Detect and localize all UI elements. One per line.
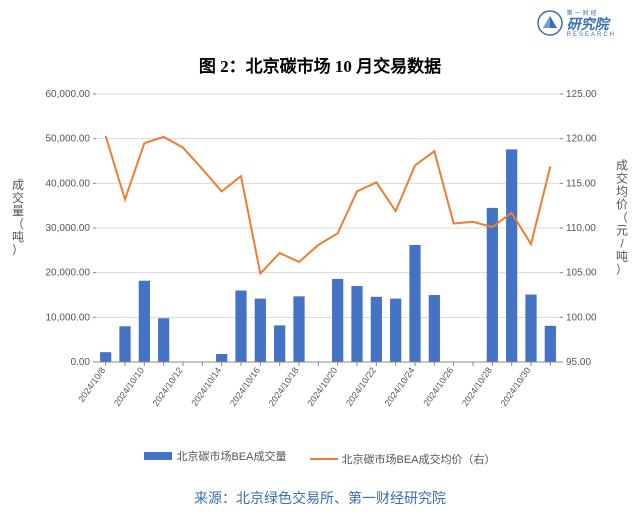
y-left-label: （ [12, 217, 24, 231]
legend-bar: 北京碳市场BEA成交量 [144, 448, 286, 464]
logo-sub-text: RESEARCH [567, 32, 616, 38]
y-right-tick: 110.00 [566, 223, 596, 234]
y-right-label: 均 [616, 185, 628, 199]
y-right-tick: 95.00 [566, 357, 591, 368]
y-right-tick: 125.00 [566, 89, 597, 100]
x-tick: 2024/10/12 [151, 365, 185, 408]
legend: 北京碳市场BEA成交量 北京碳市场BEA成交均价（右） [0, 448, 640, 467]
x-tick: 2024/10/8 [76, 365, 107, 404]
legend-bar-swatch [144, 452, 172, 460]
y-left-tick: 0.00 [71, 357, 91, 368]
bar [429, 295, 440, 362]
bar [235, 291, 246, 362]
y-right-tick: 120.00 [566, 134, 597, 145]
brand-logo: 第一财经 研究院 RESEARCH [537, 8, 616, 38]
bar [409, 245, 420, 362]
y-left-label: 吨 [12, 230, 24, 244]
x-tick: 2024/10/14 [189, 365, 223, 408]
y-right-tick: 105.00 [566, 268, 597, 279]
legend-line-swatch [310, 458, 338, 460]
x-tick: 2024/10/26 [421, 365, 455, 408]
bar [119, 326, 130, 362]
bar [506, 149, 517, 362]
price-line [106, 136, 551, 274]
x-tick: 2024/10/24 [383, 365, 417, 408]
bar [216, 354, 227, 362]
bar [274, 325, 285, 362]
bar [487, 208, 498, 362]
y-right-label: / [620, 237, 624, 251]
y-left-tick: 30,000.00 [46, 223, 91, 234]
x-tick: 2024/10/10 [112, 365, 146, 408]
bar [139, 281, 150, 362]
y-left-label: 交 [12, 190, 24, 205]
x-tick: 2024/10/20 [305, 365, 339, 408]
bar [351, 286, 362, 362]
y-left-label: 量 [12, 204, 24, 218]
y-left-tick: 20,000.00 [46, 268, 91, 279]
y-left-label: ） [12, 243, 24, 257]
bar [255, 299, 266, 362]
bar [371, 297, 382, 362]
bar [525, 295, 536, 362]
x-tick: 2024/10/30 [499, 365, 533, 408]
bar [100, 352, 111, 362]
y-right-tick: 115.00 [566, 178, 596, 189]
bar [158, 318, 169, 362]
bar [332, 279, 343, 362]
bar [545, 326, 556, 362]
y-right-label: 成 [616, 159, 628, 173]
chart-title: 图 2：北京碳市场 10 月交易数据 [0, 52, 640, 77]
y-left-tick: 50,000.00 [46, 134, 91, 145]
logo-main-text: 研究院 [567, 17, 616, 32]
y-right-label: （ [616, 211, 628, 225]
y-right-label: 交 [616, 171, 628, 186]
x-tick: 2024/10/28 [460, 365, 494, 408]
legend-bar-label: 北京碳市场BEA成交量 [176, 448, 286, 464]
y-right-label: 元 [616, 224, 628, 238]
y-right-label: ） [616, 263, 628, 277]
y-left-tick: 60,000.00 [46, 89, 91, 100]
legend-line: 北京碳市场BEA成交均价（右） [310, 451, 496, 467]
y-left-tick: 10,000.00 [46, 312, 91, 323]
logo-icon [537, 10, 563, 36]
y-right-label: 吨 [616, 250, 628, 264]
legend-line-label: 北京碳市场BEA成交均价（右） [342, 451, 496, 467]
x-tick: 2024/10/18 [267, 365, 301, 408]
chart-source: 来源：北京绿色交易所、第一财经研究院 [0, 488, 640, 508]
y-right-label: 价 [616, 198, 628, 212]
chart: 0.00 95.00 10,000.00 100.00 20,000.00 105.00 3… [0, 82, 640, 442]
bar [390, 299, 401, 362]
bar [293, 296, 304, 362]
y-left-label: 成 [12, 178, 24, 192]
x-tick: 2024/10/22 [344, 365, 378, 408]
x-tick: 2024/10/16 [228, 365, 262, 408]
y-left-tick: 40,000.00 [46, 178, 91, 189]
y-right-tick: 100.00 [566, 312, 597, 323]
